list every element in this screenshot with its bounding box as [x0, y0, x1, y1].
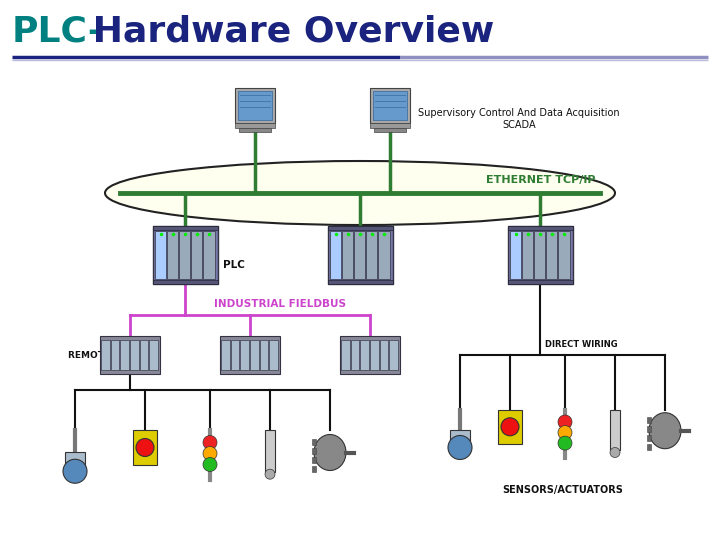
FancyBboxPatch shape — [240, 340, 249, 370]
FancyBboxPatch shape — [647, 435, 651, 441]
FancyBboxPatch shape — [370, 88, 410, 123]
FancyBboxPatch shape — [179, 231, 190, 279]
FancyBboxPatch shape — [65, 452, 85, 469]
FancyBboxPatch shape — [360, 340, 369, 370]
FancyBboxPatch shape — [100, 336, 160, 374]
FancyBboxPatch shape — [366, 231, 377, 279]
FancyBboxPatch shape — [149, 340, 158, 370]
FancyBboxPatch shape — [221, 340, 230, 370]
FancyBboxPatch shape — [312, 448, 316, 454]
FancyBboxPatch shape — [260, 340, 269, 370]
FancyBboxPatch shape — [534, 231, 545, 279]
Circle shape — [203, 457, 217, 471]
FancyBboxPatch shape — [153, 226, 217, 230]
FancyBboxPatch shape — [340, 336, 400, 374]
FancyBboxPatch shape — [342, 231, 353, 279]
FancyBboxPatch shape — [120, 340, 129, 370]
Circle shape — [448, 435, 472, 460]
Text: PLC: PLC — [223, 260, 245, 270]
Text: REMOTE I/O: REMOTE I/O — [68, 350, 127, 360]
Text: SENSORS/ACTUATORS: SENSORS/ACTUATORS — [502, 485, 623, 495]
FancyBboxPatch shape — [558, 231, 570, 279]
FancyBboxPatch shape — [312, 465, 316, 471]
FancyBboxPatch shape — [153, 280, 217, 284]
FancyBboxPatch shape — [101, 340, 109, 370]
FancyBboxPatch shape — [133, 430, 157, 465]
FancyBboxPatch shape — [269, 340, 278, 370]
FancyBboxPatch shape — [235, 123, 275, 129]
Ellipse shape — [314, 435, 346, 470]
FancyBboxPatch shape — [191, 231, 202, 279]
FancyBboxPatch shape — [238, 91, 272, 119]
FancyBboxPatch shape — [450, 430, 470, 445]
FancyBboxPatch shape — [328, 226, 392, 230]
Circle shape — [558, 415, 572, 429]
FancyBboxPatch shape — [328, 280, 392, 284]
FancyBboxPatch shape — [354, 231, 365, 279]
Circle shape — [610, 448, 620, 457]
Circle shape — [501, 418, 519, 436]
FancyBboxPatch shape — [510, 231, 521, 279]
Text: DIRECT WIRING: DIRECT WIRING — [545, 340, 618, 349]
FancyBboxPatch shape — [130, 340, 139, 370]
Text: INDUSTRIAL FIELDBUS: INDUSTRIAL FIELDBUS — [214, 299, 346, 309]
Text: Hardware Overview: Hardware Overview — [80, 15, 494, 49]
FancyBboxPatch shape — [373, 91, 407, 119]
Circle shape — [203, 435, 217, 449]
Circle shape — [203, 447, 217, 461]
FancyBboxPatch shape — [379, 340, 388, 370]
FancyBboxPatch shape — [312, 456, 316, 462]
Ellipse shape — [649, 413, 681, 449]
FancyBboxPatch shape — [378, 231, 390, 279]
FancyBboxPatch shape — [328, 226, 392, 284]
FancyBboxPatch shape — [610, 410, 620, 450]
Circle shape — [63, 459, 87, 483]
FancyBboxPatch shape — [265, 430, 275, 471]
FancyBboxPatch shape — [220, 336, 280, 374]
FancyBboxPatch shape — [508, 280, 572, 284]
FancyBboxPatch shape — [111, 340, 120, 370]
FancyBboxPatch shape — [330, 231, 341, 279]
FancyBboxPatch shape — [250, 340, 258, 370]
FancyBboxPatch shape — [312, 438, 316, 444]
Circle shape — [558, 426, 572, 440]
FancyBboxPatch shape — [374, 129, 406, 132]
FancyBboxPatch shape — [370, 123, 410, 129]
FancyBboxPatch shape — [390, 340, 398, 370]
FancyBboxPatch shape — [546, 231, 557, 279]
Ellipse shape — [105, 161, 615, 225]
FancyBboxPatch shape — [508, 226, 572, 284]
Circle shape — [265, 469, 275, 479]
FancyBboxPatch shape — [341, 340, 350, 370]
Text: PLC-: PLC- — [12, 15, 104, 49]
FancyBboxPatch shape — [155, 231, 166, 279]
FancyBboxPatch shape — [498, 410, 522, 443]
FancyBboxPatch shape — [230, 340, 239, 370]
FancyBboxPatch shape — [647, 444, 651, 450]
FancyBboxPatch shape — [239, 129, 271, 132]
FancyBboxPatch shape — [351, 340, 359, 370]
FancyBboxPatch shape — [235, 88, 275, 123]
FancyBboxPatch shape — [522, 231, 533, 279]
Circle shape — [558, 436, 572, 450]
FancyBboxPatch shape — [508, 226, 572, 230]
FancyBboxPatch shape — [203, 231, 215, 279]
FancyBboxPatch shape — [153, 226, 217, 284]
FancyBboxPatch shape — [647, 426, 651, 431]
Text: Supervisory Control And Data Acquisition
SCADA: Supervisory Control And Data Acquisition… — [418, 108, 620, 130]
Circle shape — [136, 438, 154, 456]
FancyBboxPatch shape — [140, 340, 148, 370]
FancyBboxPatch shape — [370, 340, 379, 370]
FancyBboxPatch shape — [647, 417, 651, 423]
Text: ETHERNET TCP/IP: ETHERNET TCP/IP — [485, 175, 595, 185]
FancyBboxPatch shape — [167, 231, 178, 279]
